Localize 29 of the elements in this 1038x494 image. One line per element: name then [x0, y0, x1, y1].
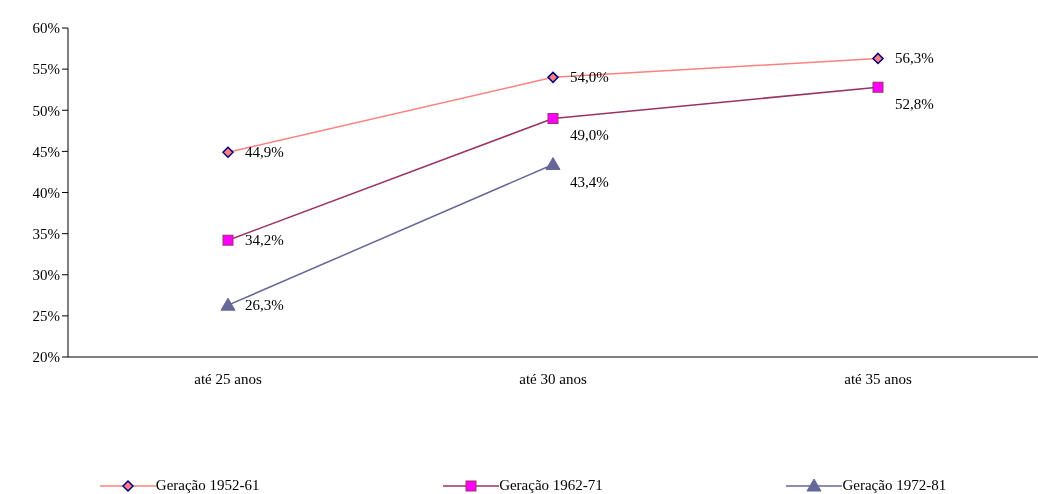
- point: [872, 52, 884, 65]
- y-tick-label: 50%: [32, 102, 60, 119]
- data-label: 44,9%: [245, 144, 284, 161]
- legend-label: Geração 1972-81: [842, 477, 947, 494]
- y-tick-label: 45%: [32, 143, 60, 160]
- y-tick-label: 55%: [32, 61, 60, 78]
- point: [222, 234, 234, 246]
- data-label: 54,0%: [570, 69, 609, 86]
- data-label: 34,2%: [245, 232, 284, 249]
- y-tick-label: 30%: [32, 267, 60, 284]
- y-tick-label: 35%: [32, 225, 60, 242]
- legend-label: Geração 1962-71: [499, 477, 603, 494]
- y-tick-label: 40%: [32, 184, 60, 201]
- data-label: 49,0%: [570, 127, 609, 144]
- y-tick-label: 60%: [32, 20, 60, 37]
- point: [872, 81, 884, 93]
- x-tick-label: até 30 anos: [519, 370, 587, 387]
- x-tick-label: até 25 anos: [194, 370, 262, 387]
- data-label: 26,3%: [245, 297, 284, 314]
- y-tick-label: 20%: [32, 349, 60, 366]
- data-label: 43,4%: [570, 173, 609, 190]
- data-label: 52,8%: [895, 96, 934, 113]
- data-label: 56,3%: [895, 50, 934, 67]
- x-tick-label: até 35 anos: [844, 370, 912, 387]
- point: [547, 112, 559, 124]
- point: [222, 146, 234, 158]
- y-tick-label: 25%: [32, 308, 60, 325]
- legend-label: Geração 1952-61: [155, 477, 260, 494]
- point: [547, 71, 559, 84]
